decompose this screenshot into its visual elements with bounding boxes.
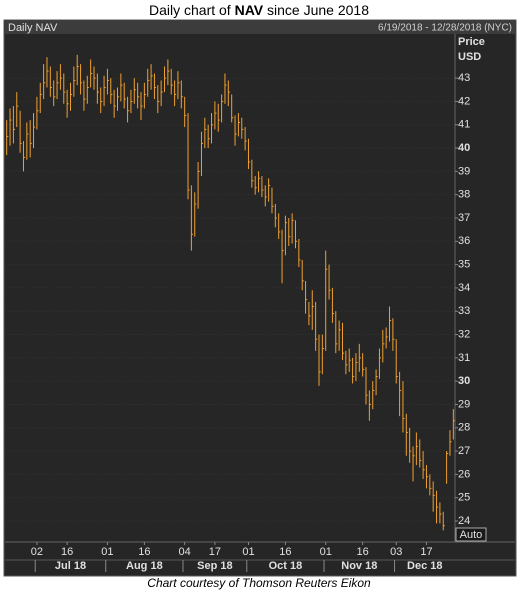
auto-label[interactable]: Auto bbox=[460, 529, 483, 541]
y-tick-label: 36 bbox=[458, 235, 470, 247]
x-tick-label: 01 bbox=[320, 546, 332, 558]
y-axis-label: USD bbox=[458, 51, 481, 63]
y-tick-label: 35 bbox=[458, 259, 470, 271]
chart-title: Daily chart of NAV since June 2018 bbox=[149, 2, 369, 18]
month-label: Sep 18 bbox=[197, 560, 232, 572]
title-part: Daily chart of bbox=[149, 2, 235, 18]
y-tick-label: 24 bbox=[458, 515, 470, 527]
y-tick-label: 25 bbox=[458, 492, 470, 504]
x-tick-label: 04 bbox=[179, 546, 191, 558]
y-tick-label: 26 bbox=[458, 468, 470, 480]
y-tick-label: 27 bbox=[458, 445, 470, 457]
y-tick-label: 37 bbox=[458, 212, 470, 224]
y-tick-label: 32 bbox=[458, 328, 470, 340]
x-tick-label: 01 bbox=[101, 546, 113, 558]
x-tick-label: 16 bbox=[279, 546, 291, 558]
x-tick-label: 16 bbox=[61, 546, 73, 558]
y-tick-label: 38 bbox=[458, 189, 470, 201]
credit: Chart courtesy of Thomson Reuters Eikon bbox=[147, 576, 371, 590]
month-label: Jul 18 bbox=[55, 560, 86, 572]
y-tick-label: 42 bbox=[458, 95, 470, 107]
date-range: 6/19/2018 - 12/28/2018 (NYC) bbox=[378, 23, 512, 34]
y-tick-label: 28 bbox=[458, 422, 470, 434]
x-tick-label: 16 bbox=[138, 546, 150, 558]
month-label: Nov 18 bbox=[341, 560, 377, 572]
x-tick-label: 02 bbox=[31, 546, 43, 558]
x-tick-label: 17 bbox=[420, 546, 432, 558]
x-tick-label: 16 bbox=[357, 546, 369, 558]
y-tick-label: 40 bbox=[458, 142, 470, 154]
y-tick-label: 39 bbox=[458, 165, 470, 177]
month-label: Aug 18 bbox=[126, 560, 163, 572]
x-tick-label: 01 bbox=[242, 546, 254, 558]
title-part: NAV bbox=[235, 2, 264, 18]
x-tick-label: 17 bbox=[209, 546, 221, 558]
month-label: Oct 18 bbox=[269, 560, 303, 572]
y-tick-label: 31 bbox=[458, 352, 470, 364]
x-tick-label: 03 bbox=[390, 546, 402, 558]
y-tick-label: 29 bbox=[458, 398, 470, 410]
y-axis-label: Price bbox=[458, 36, 485, 48]
y-tick-label: 41 bbox=[458, 119, 470, 131]
auto-button[interactable] bbox=[455, 527, 487, 542]
month-label: Dec 18 bbox=[407, 560, 442, 572]
panel-title: Daily NAV bbox=[8, 22, 58, 34]
panel bbox=[3, 19, 517, 577]
y-tick-label: 43 bbox=[458, 72, 470, 84]
title-part: since June 2018 bbox=[263, 2, 369, 18]
y-tick-label: 30 bbox=[458, 375, 470, 387]
panel-header bbox=[5, 21, 515, 34]
y-tick-label: 34 bbox=[458, 282, 470, 294]
y-tick-label: 33 bbox=[458, 305, 470, 317]
